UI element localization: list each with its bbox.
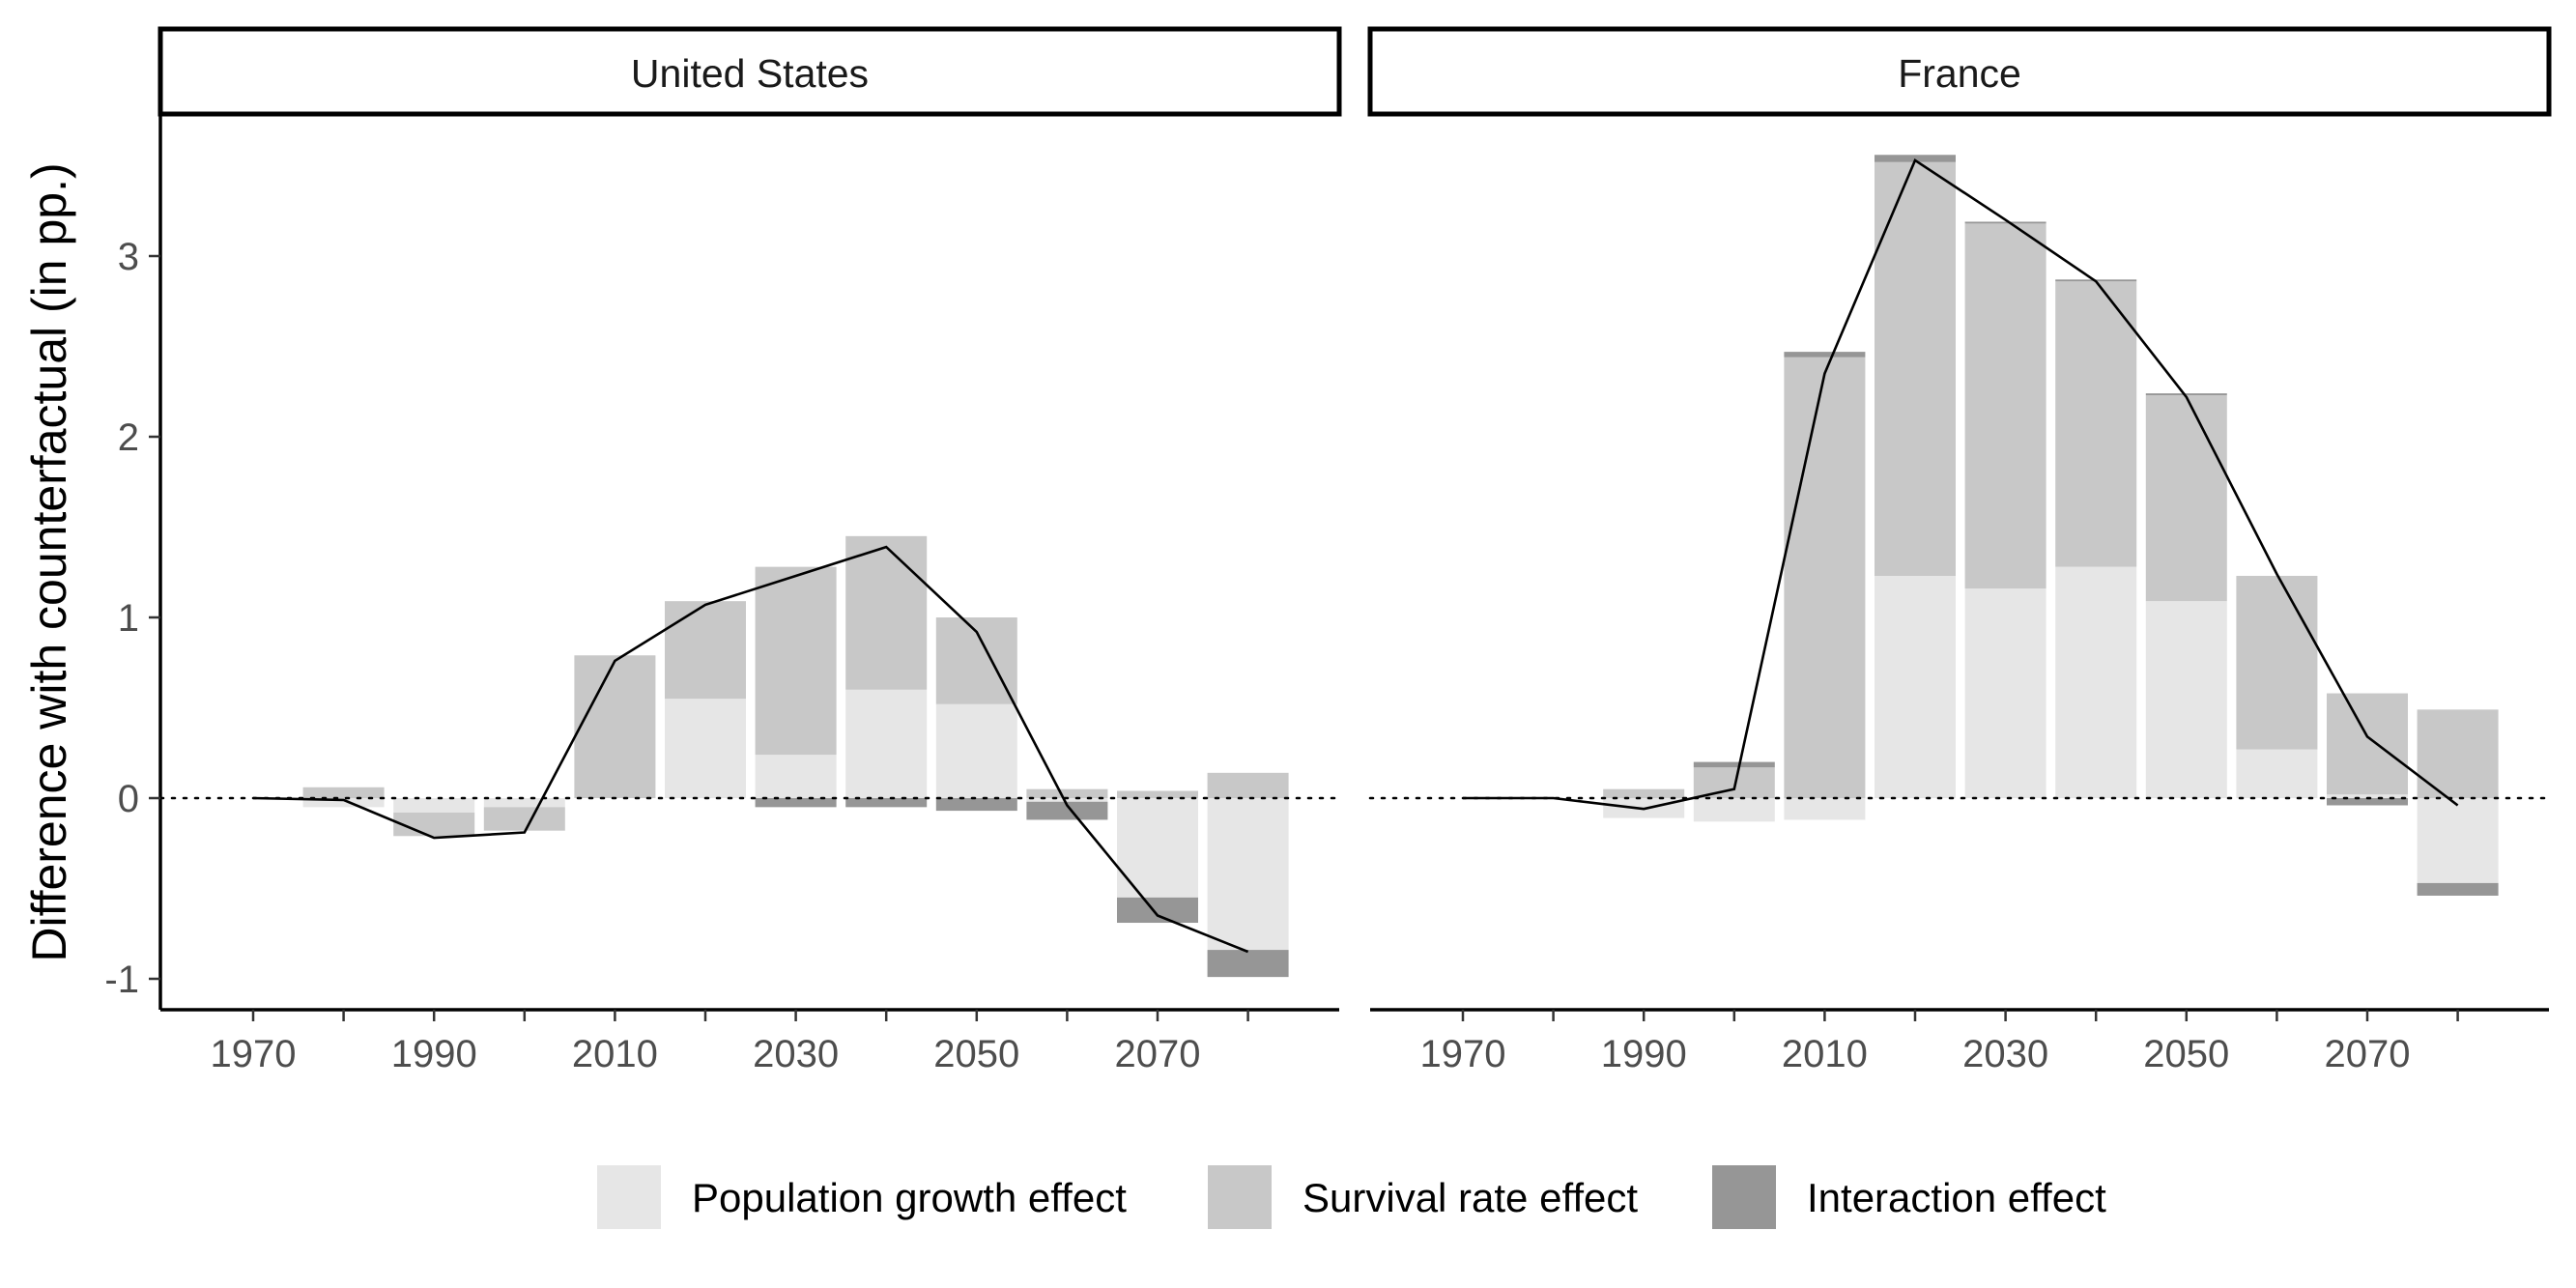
x-tick-label-2010: 2010: [1782, 1033, 1868, 1075]
bar-inter-2070: [2327, 798, 2408, 806]
x-tick-label-2050: 2050: [2143, 1033, 2229, 1075]
bar-inter-2030: [755, 798, 837, 808]
panel-title: France: [1898, 51, 2021, 96]
bar-inter-2050: [2145, 393, 2227, 395]
bar-inter-2020: [1875, 155, 1956, 162]
x-tick-label-1970: 1970: [211, 1033, 297, 1075]
legend-item-pop: Population growth effect: [597, 1165, 1127, 1229]
panel-united-states: United States 1970 1990 2010 2030 2050 2070: [157, 26, 1342, 1075]
total-line: [1463, 157, 2459, 811]
bar-surv-2030: [755, 566, 837, 756]
panel-france: France 1970 1990 2010 2030 2050 2070: [1367, 26, 2552, 1075]
bar-inter-2040: [845, 798, 928, 808]
x-tick-label-2030: 2030: [1962, 1033, 2048, 1075]
bar-pop-2020: [665, 699, 746, 798]
bar-surv-2040: [845, 535, 928, 690]
legend-swatch-inter: [1712, 1165, 1776, 1229]
x-tick-label-2050: 2050: [933, 1033, 1019, 1075]
bar-surv-2070: [2327, 693, 2408, 795]
bar-pop-2020: [1875, 575, 1956, 798]
panel-strip: [1367, 26, 2552, 117]
bar-surv-2080: [1207, 772, 1289, 798]
bar-surv-2070: [1117, 790, 1198, 798]
x-tick-label-1970: 1970: [1420, 1033, 1506, 1075]
y-tick-label-3: 3: [118, 236, 139, 278]
bar-pop-2050: [935, 703, 1017, 798]
bar-surv-2000: [1693, 767, 1775, 798]
bar-pop-1990: [393, 798, 475, 813]
bar-pop-2060: [2236, 749, 2318, 798]
bar-pop-2070: [2327, 794, 2408, 798]
legend-label-pop: Population growth effect: [692, 1175, 1127, 1220]
x-tick-label-2070: 2070: [1115, 1033, 1201, 1075]
panel-title: United States: [631, 51, 869, 96]
bar-surv-1980: [302, 787, 385, 798]
bar-inter-2080: [2417, 882, 2499, 896]
legend-label-inter: Interaction effect: [1807, 1175, 2106, 1220]
y-axis-label: Difference with counterfactual (in pp.): [22, 162, 76, 961]
bar-pop-2060: [1026, 798, 1108, 802]
bar-surv-2000: [483, 807, 565, 831]
y-axis: -1 0 1 2 3: [104, 114, 162, 1010]
bar-surv-2050: [2145, 394, 2227, 602]
bar-inter-2080: [1207, 950, 1289, 978]
bar-surv-2040: [2055, 281, 2137, 567]
legend-swatch-surv: [1208, 1165, 1272, 1229]
bar-pop-2050: [2145, 601, 2227, 798]
bar-inter-2070: [1117, 897, 1198, 924]
legend-label-surv: Survival rate effect: [1302, 1175, 1638, 1220]
bar-surv-2020: [1875, 161, 1956, 576]
bar-pop-1980: [302, 798, 385, 808]
total-line: [252, 545, 1249, 954]
bar-pop-2040: [2055, 566, 2137, 798]
bar-pop-2080: [2417, 798, 2499, 883]
bar-pop-2000: [483, 798, 565, 808]
bar-surv-2010: [574, 655, 656, 798]
bar-surv-2030: [1964, 223, 2046, 589]
panel-strip: [157, 26, 1342, 117]
bar-pop-2030: [755, 755, 837, 798]
legend: Population growth effect Survival rate ef…: [597, 1165, 2106, 1229]
legend-item-surv: Survival rate effect: [1208, 1165, 1638, 1229]
bar-surv-2020: [665, 601, 746, 700]
bar-pop-2000: [1693, 798, 1775, 822]
bar-surv-2060: [2236, 575, 2318, 750]
x-tick-label-2070: 2070: [2325, 1033, 2411, 1075]
bar-surv-2010: [1784, 357, 1866, 798]
y-tick-label-1: 1: [118, 597, 139, 640]
legend-item-inter: Interaction effect: [1712, 1165, 2106, 1229]
x-tick-label-1990: 1990: [1601, 1033, 1687, 1075]
bar-surv-1990: [1603, 788, 1685, 798]
y-tick-label--1: -1: [104, 959, 139, 1001]
bar-surv-1990: [393, 812, 475, 837]
bar-inter-2050: [935, 798, 1017, 812]
bar-pop-2040: [845, 689, 928, 798]
bar-inter-2000: [1693, 761, 1775, 768]
bar-surv-2060: [1026, 788, 1108, 798]
bar-inter-2010: [1784, 352, 1866, 358]
bar-inter-2030: [1964, 221, 2046, 224]
y-tick-label-2: 2: [118, 416, 139, 459]
x-tick-label-2010: 2010: [572, 1033, 658, 1075]
x-tick-label-1990: 1990: [391, 1033, 477, 1075]
bar-pop-2010: [1784, 798, 1866, 820]
x-tick-label-2030: 2030: [753, 1033, 839, 1075]
bar-inter-2060: [1026, 801, 1108, 820]
bar-pop-2080: [1207, 798, 1289, 951]
bar-pop-2030: [1964, 588, 2046, 798]
y-tick-label-0: 0: [118, 778, 139, 820]
legend-swatch-pop: [597, 1165, 661, 1229]
